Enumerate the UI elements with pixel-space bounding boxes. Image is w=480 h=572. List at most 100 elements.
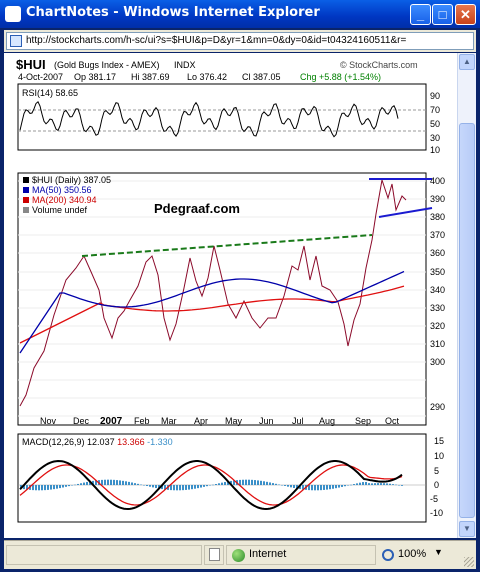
macd-histogram-bar [116, 480, 118, 485]
legend-swatch-ma200 [23, 197, 29, 203]
macd-histogram-bar [32, 485, 34, 491]
macd-histogram-bar [263, 481, 265, 485]
scroll-thumb[interactable] [459, 123, 475, 518]
macd-histogram-bar [290, 485, 292, 488]
macd-histogram-bar [329, 485, 331, 490]
macd-histogram-bar [59, 485, 61, 489]
macd-histogram-bar [62, 485, 64, 488]
scroll-up-arrow-icon[interactable]: ▲ [459, 54, 475, 70]
rsi-tick-70: 70 [430, 105, 440, 115]
macd-histogram-bar [314, 485, 316, 491]
macd-histogram-bar [266, 481, 268, 485]
scroll-down-arrow-icon[interactable]: ▼ [459, 521, 475, 537]
macd-histogram-bar [344, 485, 346, 487]
rsi-line [19, 100, 399, 138]
macd-histogram-bar [356, 483, 358, 485]
ie-app-icon [5, 6, 21, 22]
macd-histogram-bar [401, 485, 403, 486]
macd-histogram-bar [383, 483, 385, 485]
macd-histogram-bar [194, 485, 196, 489]
title-bar[interactable]: ChartNotes - Windows Internet Explorer _… [0, 0, 480, 28]
rsi-tick-30: 30 [430, 133, 440, 143]
price-tick-290: 290 [430, 402, 445, 412]
macd-histogram-bar [353, 484, 355, 485]
macd-histogram-bar [50, 485, 52, 490]
macd-histogram-bar [323, 485, 325, 490]
window-title: ChartNotes - Windows Internet Explorer [26, 5, 320, 20]
macd-histogram-bar [107, 479, 109, 485]
chart-exchange: INDX [174, 60, 196, 70]
macd-histogram-bar [287, 485, 289, 487]
quote-low: Lo 376.42 [187, 72, 227, 82]
minimize-button[interactable]: _ [410, 4, 431, 25]
macd-histogram-bar [173, 485, 175, 491]
legend-volume: Volume undef [32, 205, 88, 215]
status-message-cell [6, 545, 202, 565]
zoom-dropdown-arrow-icon[interactable]: ▼ [434, 547, 443, 557]
macd-histogram-bar [92, 480, 94, 485]
legend-price: $HUI (Daily) 387.05 [32, 175, 111, 185]
zoom-level[interactable]: 100% [398, 548, 427, 560]
macd-histogram-bar [200, 485, 202, 488]
macd-histogram-bar [188, 485, 190, 490]
macd-histogram-bar [398, 485, 400, 486]
price-y-axis: 400 390 380 370 360 350 340 330 320 310 … [430, 176, 445, 412]
x-tick-oct: Oct [385, 416, 400, 426]
macd-histogram-bar [56, 485, 58, 489]
rsi-label: RSI(14) 58.65 [22, 88, 78, 98]
price-tick-350: 350 [430, 267, 445, 277]
chart-index-name: (Gold Bugs Index - AMEX) [54, 60, 160, 70]
zoom-magnifier-icon[interactable] [382, 549, 394, 561]
macd-histogram-bar [26, 485, 28, 490]
quote-high: Hi 387.69 [131, 72, 170, 82]
macd-tick-neg5: -5 [430, 494, 438, 504]
quote-close: Cl 387.05 [242, 72, 281, 82]
macd-histogram-bar [83, 482, 85, 485]
macd-histogram-bar [365, 482, 367, 485]
macd-histogram-bar [110, 479, 112, 485]
macd-histogram-bar [338, 485, 340, 488]
status-cell-2 [204, 545, 224, 565]
macd-histogram-bar [53, 485, 55, 490]
macd-histogram-bar [317, 485, 319, 491]
quote-change: Chg +5.88 (+1.54%) [300, 72, 381, 82]
price-tick-370: 370 [430, 230, 445, 240]
url-field[interactable]: http://stockcharts.com/h-sc/ui?s=$HUI&p=… [6, 32, 474, 50]
macd-axis: 15 10 5 0 -5 -10 [430, 436, 444, 518]
macd-histogram-bar [368, 483, 370, 485]
macd-histogram-bar [35, 485, 37, 491]
rsi-tick-50: 50 [430, 119, 440, 129]
vertical-scrollbar[interactable]: ▲ ▼ [457, 53, 476, 538]
stock-chart: $HUI (Gold Bugs Index - AMEX) INDX © Sto… [16, 57, 445, 523]
macd-histogram-bar [125, 481, 127, 485]
macd-histogram [20, 479, 403, 491]
x-tick-2007: 2007 [100, 416, 123, 427]
macd-histogram-bar [44, 485, 46, 491]
macd-histogram-bar [47, 485, 49, 490]
macd-histogram-bar [386, 483, 388, 485]
macd-histogram-bar [164, 485, 166, 490]
maximize-button[interactable]: □ [432, 4, 453, 25]
macd-histogram-bar [158, 485, 160, 489]
rsi-tick-90: 90 [430, 91, 440, 101]
macd-histogram-bar [101, 479, 103, 485]
macd-histogram-bar [41, 485, 43, 491]
stockcharts-brand: © StockCharts.com [340, 60, 418, 70]
macd-histogram-bar [218, 483, 220, 485]
macd-histogram-bar [224, 482, 226, 485]
resize-grip-icon[interactable] [464, 557, 474, 567]
macd-histogram-bar [113, 479, 115, 485]
rsi-panel-frame [17, 83, 427, 151]
x-tick-dec: Dec [73, 416, 90, 426]
macd-histogram-bar [71, 485, 73, 486]
close-button[interactable]: ✕ [455, 4, 476, 25]
address-bar: http://stockcharts.com/h-sc/ui?s=$HUI&p=… [4, 30, 476, 52]
macd-histogram-bar [257, 480, 259, 485]
macd-histogram-bar [74, 484, 76, 486]
macd-histogram-bar [146, 485, 148, 487]
macd-histogram-bar [320, 485, 322, 491]
internet-zone-globe-icon [232, 549, 245, 562]
macd-histogram-bar [206, 485, 208, 487]
macd-histogram-bar [380, 483, 382, 485]
